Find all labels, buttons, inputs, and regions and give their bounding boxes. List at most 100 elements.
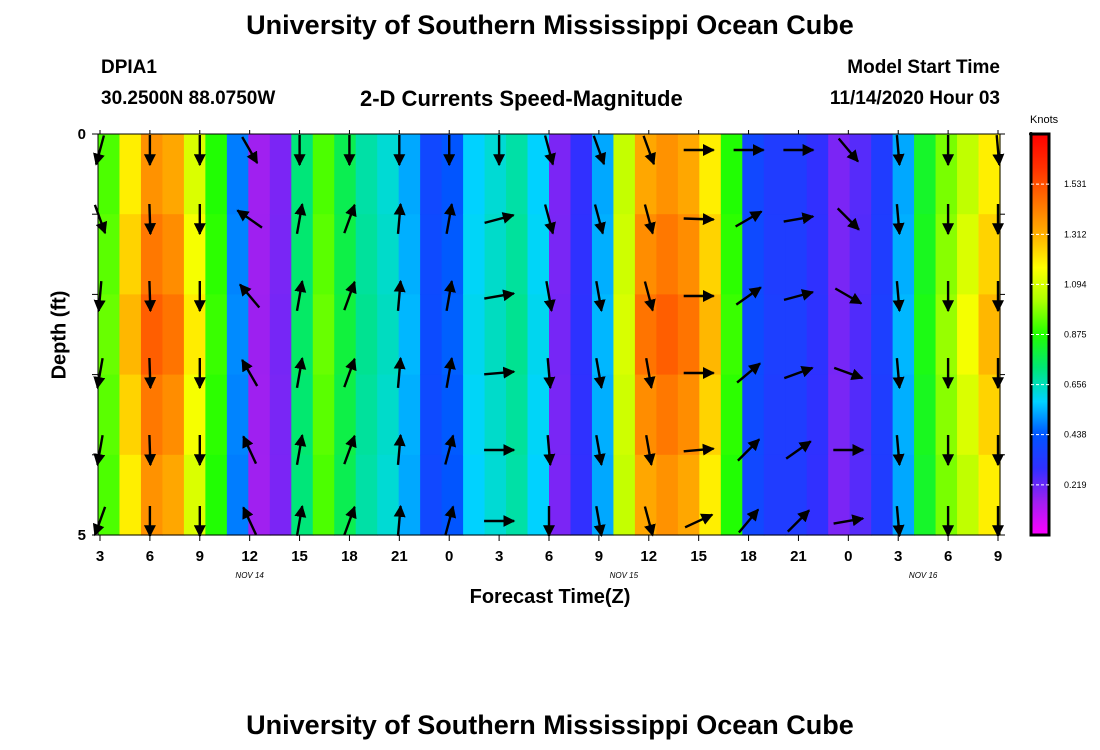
current-arrow [737, 508, 760, 534]
current-arrow [294, 505, 307, 537]
current-arrow [643, 281, 656, 312]
heatmap-cell [656, 214, 679, 295]
heatmap-cell [957, 294, 980, 376]
heatmap-cell [549, 134, 572, 215]
current-arrow [144, 203, 157, 236]
date-label: NOV 14 [235, 571, 264, 580]
heatmap-cell [656, 374, 679, 456]
station-coords: 30.2500N 88.0750W [101, 88, 276, 109]
current-arrow [484, 366, 516, 379]
current-arrow [343, 203, 357, 234]
current-arrow [892, 134, 905, 167]
heatmap-cell [677, 214, 700, 295]
current-arrow [343, 505, 357, 536]
page-title: University of Southern Mississippi Ocean… [246, 10, 854, 40]
current-arrow [783, 365, 814, 380]
heatmap-cell [785, 214, 808, 295]
current-arrow [593, 357, 606, 389]
current-arrow [643, 357, 656, 389]
heatmap-cell [935, 454, 958, 536]
heatmap-cell [441, 214, 464, 295]
heatmap-cell [677, 134, 700, 215]
current-arrow [643, 506, 656, 537]
heatmap-cell [119, 134, 142, 215]
heatmap-cell [570, 374, 593, 456]
heatmap-cell [140, 134, 164, 215]
current-arrow [144, 357, 157, 390]
colorbar: 1.531 1.312 1.094 0.875 0.656 0.438 0.219 [1029, 132, 1087, 537]
heatmap-cell [312, 214, 335, 295]
current-arrow [593, 434, 606, 466]
heatmap-cell [591, 454, 615, 536]
heatmap-cell [549, 294, 572, 376]
heatmap-cell [355, 214, 378, 295]
heatmap-cell [914, 374, 937, 456]
current-arrow [294, 280, 307, 312]
heatmap-cell [334, 454, 357, 536]
heatmap-cell [205, 454, 228, 536]
heatmap-cell [978, 374, 1001, 456]
x-tick-label: 3 [495, 548, 503, 565]
heatmap-cell [720, 214, 743, 295]
heatmap-cell [957, 454, 980, 536]
heatmap-cell [226, 214, 249, 295]
model-start-label: Model Start Time [847, 57, 1000, 78]
heatmap-cell [377, 214, 400, 295]
footer-title: University of Southern Mississippi Ocean… [246, 710, 854, 740]
heatmap-cell [935, 374, 958, 456]
current-arrow [593, 204, 606, 235]
x-tick-label: 6 [944, 548, 952, 565]
heatmap-cell [549, 214, 572, 295]
heatmap-cell [849, 454, 872, 536]
heatmap-cell [334, 294, 357, 376]
x-tick-label: 3 [894, 548, 902, 565]
heatmap-cell [613, 454, 636, 536]
heatmap-cell [463, 294, 486, 376]
heatmap-cell [140, 454, 164, 536]
heatmap-cell [441, 134, 464, 215]
colorbar-tick-label: 0.875 [1064, 330, 1087, 340]
heatmap-cell [570, 294, 593, 376]
heatmap-cell [849, 214, 872, 295]
heatmap-cell [119, 374, 142, 456]
heatmap-cell [291, 294, 314, 376]
x-tick-label: 6 [146, 548, 154, 565]
x-tick-label: 12 [640, 548, 657, 565]
y-tick-label: 0 [78, 126, 86, 143]
current-arrow [643, 204, 656, 235]
heatmap-cell [570, 134, 593, 215]
heatmap-cell [183, 214, 206, 295]
heatmap-cell [420, 134, 443, 215]
heatmap-cell [312, 454, 335, 536]
heatmap-cell [269, 294, 292, 376]
heatmap-cell [463, 214, 486, 295]
heatmap-cell [892, 454, 915, 536]
x-tick-label: 6 [545, 548, 553, 565]
heatmap-cell [570, 214, 593, 295]
heatmap-cell [677, 454, 700, 536]
heatmap-cell [162, 294, 185, 376]
heatmap-cell [914, 454, 937, 536]
current-arrow [783, 289, 815, 302]
current-arrow [593, 280, 606, 312]
x-tick-label: 21 [391, 548, 408, 565]
heatmap-cell [656, 134, 679, 215]
current-arrow [93, 204, 108, 235]
heatmap-cell [549, 374, 572, 456]
heatmap-cell [291, 214, 314, 295]
heatmap-cell [420, 454, 443, 536]
heatmap-cell [699, 214, 722, 295]
current-arrow [737, 438, 761, 462]
heatmap-cell [634, 294, 657, 376]
heatmap-cells [98, 134, 1001, 536]
x-tick-label: 9 [196, 548, 204, 565]
x-tick-label: 15 [291, 548, 308, 565]
current-arrow [242, 435, 258, 465]
heatmap-cell [742, 374, 765, 456]
heatmap-cell [828, 454, 851, 536]
heatmap-cell [527, 454, 550, 536]
current-arrow [736, 362, 761, 384]
heatmap-cell [162, 374, 185, 456]
current-arrow [444, 203, 456, 235]
heatmap-cell [806, 454, 829, 536]
